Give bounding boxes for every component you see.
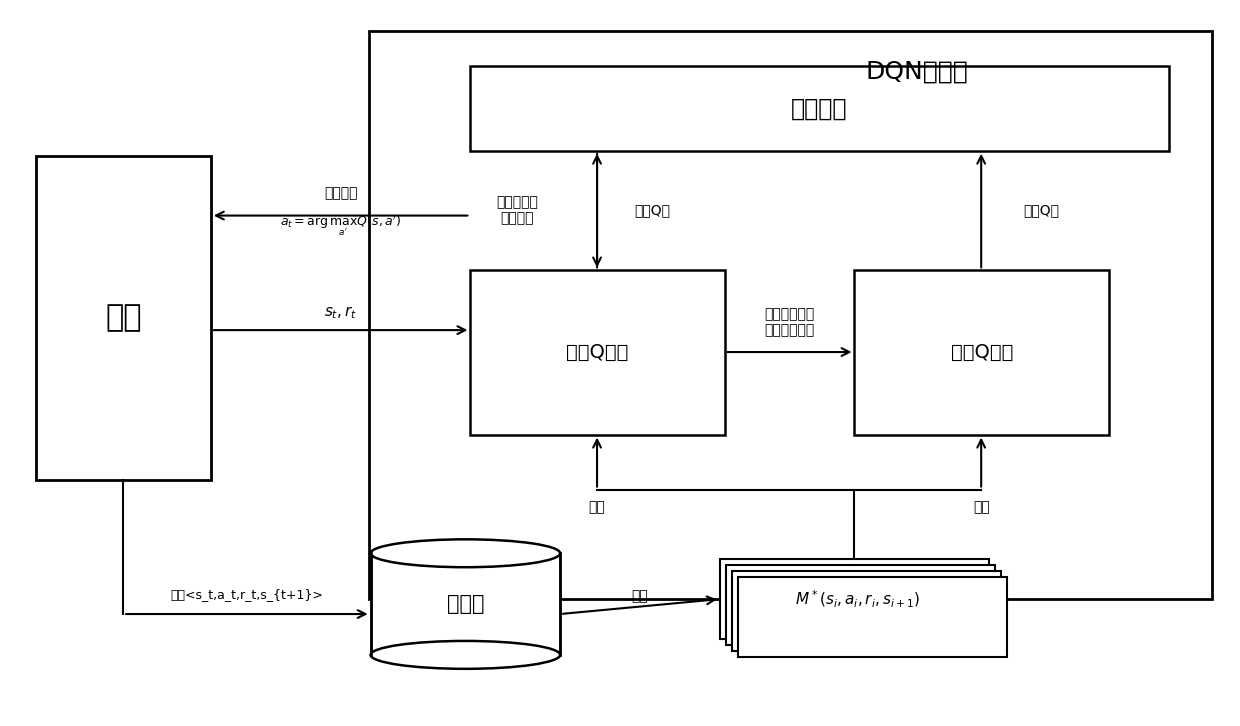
Text: 存储<s_t,a_t,r_t,s_{t+1}>: 存储<s_t,a_t,r_t,s_{t+1}> xyxy=(170,587,324,600)
Text: 目标Q值: 目标Q值 xyxy=(1023,203,1059,218)
Bar xyxy=(738,577,1007,657)
Bar xyxy=(725,566,996,645)
Text: 目标Q网络: 目标Q网络 xyxy=(951,343,1013,362)
Text: $M^*(s_i,a_i,r_i,s_{i+1})$: $M^*(s_i,a_i,r_i,s_{i+1})$ xyxy=(795,589,920,610)
Text: 采样: 采样 xyxy=(631,589,649,603)
Ellipse shape xyxy=(371,641,560,669)
Text: 环境: 环境 xyxy=(105,303,141,333)
Bar xyxy=(854,270,1109,435)
Text: 估值Q网络: 估值Q网络 xyxy=(567,343,629,362)
Bar xyxy=(470,66,1169,151)
Text: 损失函数: 损失函数 xyxy=(791,97,848,121)
Text: $a_t=\arg\max_{a^{\prime}}Q(s,a^{\prime})$: $a_t=\arg\max_{a^{\prime}}Q(s,a^{\prime}… xyxy=(280,213,402,237)
Text: 训练: 训练 xyxy=(589,500,605,515)
Text: 每隔固定迭代
次数复制参数: 每隔固定迭代 次数复制参数 xyxy=(765,307,815,338)
Text: 梯度下降法
更新参数: 梯度下降法 更新参数 xyxy=(496,195,538,226)
Bar xyxy=(732,571,1001,651)
Text: 训练: 训练 xyxy=(973,500,990,515)
Text: 执行动作: 执行动作 xyxy=(324,187,357,200)
Bar xyxy=(719,559,990,639)
Ellipse shape xyxy=(371,539,560,567)
Bar xyxy=(36,156,211,480)
Text: 估计Q值: 估计Q值 xyxy=(634,203,670,218)
Bar xyxy=(371,552,560,656)
Bar xyxy=(368,31,1211,599)
Text: $s_t,r_t$: $s_t,r_t$ xyxy=(324,304,357,321)
Text: 经验池: 经验池 xyxy=(446,594,484,614)
Text: DQN智能体: DQN智能体 xyxy=(866,59,968,83)
Bar xyxy=(470,270,724,435)
